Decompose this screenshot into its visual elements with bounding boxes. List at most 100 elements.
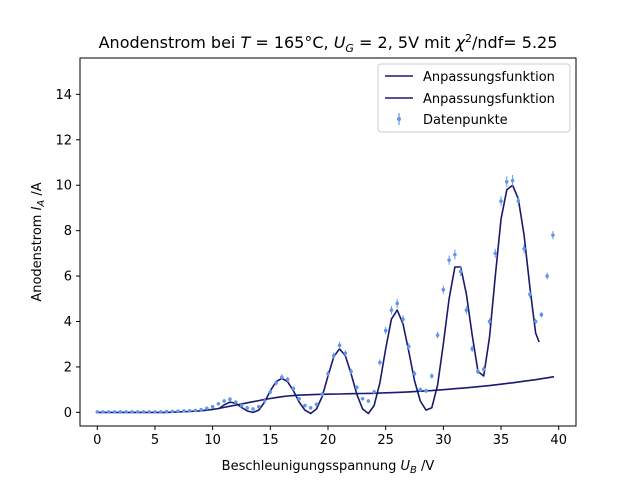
data-point <box>153 410 157 414</box>
x-tick-label: 0 <box>93 433 101 448</box>
data-point <box>187 408 192 413</box>
data-point <box>274 381 278 385</box>
data-point <box>141 410 146 414</box>
data-point <box>516 199 521 203</box>
data-point <box>193 408 198 413</box>
data-point <box>435 333 440 337</box>
data-point <box>355 385 359 390</box>
data-point <box>205 406 209 411</box>
data-point <box>504 180 509 184</box>
y-tick-label: 2 <box>64 360 72 375</box>
fit-line-1 <box>97 375 555 414</box>
data-point <box>539 312 544 317</box>
data-point <box>337 343 342 348</box>
data-point <box>320 392 325 396</box>
y-tick-label: 0 <box>64 406 72 421</box>
y-tick-label: 6 <box>64 270 72 285</box>
data-point <box>447 258 451 262</box>
legend: Anpassungsfunktion Anpassungsfunktion Da… <box>377 63 571 133</box>
y-axis-label: Anodenstrom IA /A <box>30 182 47 301</box>
data-point <box>285 377 290 382</box>
data-point <box>216 401 221 406</box>
data-point <box>533 319 538 324</box>
data-point <box>233 400 238 404</box>
x-axis-label: Beschleunigungsspannung UB /V <box>222 459 435 476</box>
data-point <box>95 410 100 414</box>
data-point <box>378 360 382 365</box>
x-tick-label: 15 <box>262 433 279 448</box>
data-point <box>210 404 215 409</box>
fit-line-2 <box>217 184 540 415</box>
data-point <box>222 399 226 403</box>
data-point <box>245 406 250 410</box>
data-point <box>251 407 255 411</box>
data-point <box>551 233 555 237</box>
data-point <box>406 344 411 349</box>
data-point <box>164 409 169 414</box>
data-point <box>158 410 163 414</box>
data-points <box>95 174 555 414</box>
y-tick-label: 10 <box>55 179 72 194</box>
x-axis: 0 5 10 15 20 25 30 35 40 <box>93 426 567 448</box>
data-point <box>118 410 123 414</box>
data-point <box>464 308 469 312</box>
data-point <box>522 247 526 251</box>
data-point <box>182 409 186 413</box>
data-point <box>360 396 365 401</box>
data-point <box>349 369 353 374</box>
data-point <box>510 178 515 183</box>
data-point <box>147 410 152 414</box>
legend-label-data: Datenpunkte <box>423 113 508 128</box>
legend-swatch-data-point <box>397 117 401 121</box>
data-point <box>453 252 457 257</box>
x-tick-label: 30 <box>435 433 452 448</box>
data-point <box>107 410 111 414</box>
data-point <box>441 287 446 292</box>
y-tick-label: 8 <box>64 224 72 239</box>
data-point <box>228 397 232 401</box>
data-point <box>331 353 336 358</box>
data-point <box>401 317 405 322</box>
legend-label-fit-2: Anpassungsfunktion <box>423 92 555 107</box>
data-point <box>308 406 313 410</box>
data-point <box>135 410 140 414</box>
y-tick-label: 4 <box>64 315 72 330</box>
data-point <box>262 399 267 403</box>
data-point <box>343 351 348 356</box>
series-layer <box>95 174 555 415</box>
data-point <box>199 407 203 412</box>
data-point <box>383 328 388 333</box>
data-point <box>476 369 480 374</box>
data-point <box>297 396 301 401</box>
data-point <box>418 387 423 392</box>
x-tick-label: 20 <box>320 433 337 448</box>
data-point <box>528 292 532 297</box>
data-point <box>101 410 105 414</box>
data-point <box>430 374 434 378</box>
y-tick-label: 14 <box>55 88 72 103</box>
x-tick-label: 10 <box>204 433 221 448</box>
data-point <box>366 399 371 403</box>
legend-label-fit-1: Anpassungsfunktion <box>423 70 555 85</box>
data-point <box>170 409 175 414</box>
data-point <box>256 404 261 409</box>
data-point <box>124 410 128 414</box>
data-point <box>291 386 296 391</box>
data-point <box>372 390 376 394</box>
data-point <box>314 402 319 407</box>
data-point <box>470 346 474 351</box>
x-tick-label: 35 <box>493 433 510 448</box>
data-point <box>499 199 503 203</box>
data-point <box>389 308 394 312</box>
data-point <box>412 371 417 376</box>
data-point <box>424 388 428 393</box>
data-point <box>481 367 486 372</box>
data-point <box>326 371 330 376</box>
legend-box <box>377 63 571 133</box>
data-point <box>268 390 273 394</box>
data-point <box>303 403 307 408</box>
x-tick-label: 25 <box>377 433 394 448</box>
data-point <box>112 410 117 414</box>
data-point <box>395 301 400 306</box>
